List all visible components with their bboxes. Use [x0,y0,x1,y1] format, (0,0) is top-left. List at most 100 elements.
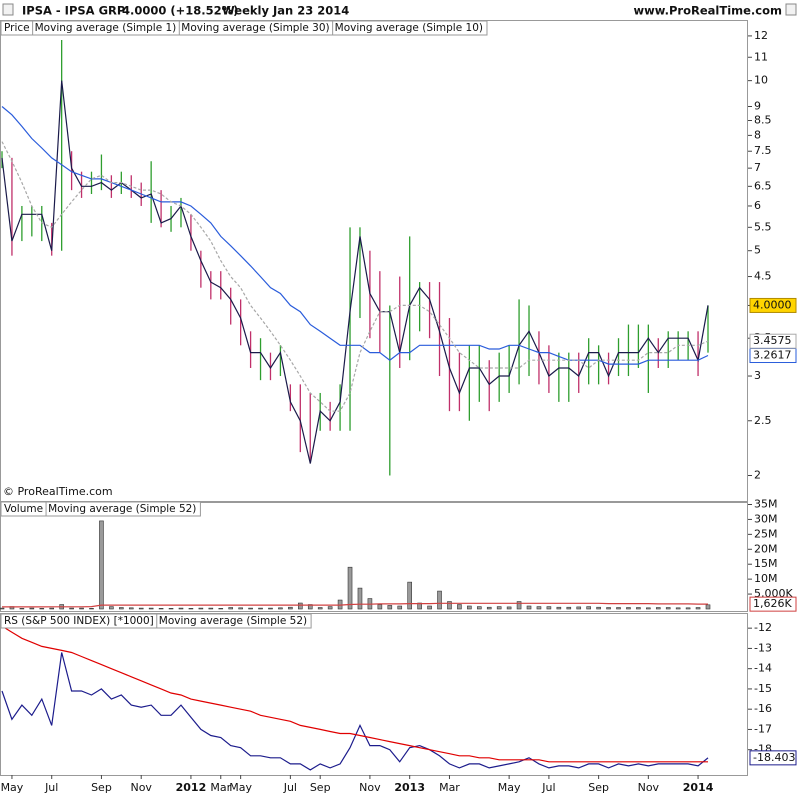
site: www.ProRealTime.com [633,4,782,18]
y-tick-label: 10 [754,74,768,87]
volume-bar [496,606,502,610]
quote: 4.0000 (+18.52%) [122,4,238,18]
volume-bar [377,604,383,610]
x-tick-label: May [229,781,252,794]
line [1,625,708,763]
x-tick-label: Sep [310,781,331,794]
volume-bar [79,607,84,610]
volume-bar [576,606,582,610]
volume-bar [317,607,323,610]
copyright: © ProRealTime.com [3,485,113,498]
y-tick-label: 3 [754,369,761,382]
volume-bar [695,607,701,610]
y-tick-label: 11 [754,50,768,63]
volume-bar [158,608,164,610]
legend-box [0,501,201,517]
legend-entry[interactable]: Volume [4,503,43,515]
volume-bar [616,607,621,610]
volume-bar [347,566,353,610]
y-tick-label: 35M [754,497,778,510]
y-tick-label: 7 [754,161,761,174]
x-tick-label: Mar [439,781,460,794]
value-badge [749,333,797,349]
y-tick-label: 5 [754,244,761,257]
volume-bar [506,606,512,610]
volume-bar [516,601,522,610]
y-tick-label: 12 [754,29,768,42]
x-tick-label: May [498,781,521,794]
volume-bar [486,606,492,610]
legend-entry[interactable]: Moving average (Simple 30) [181,22,329,34]
value-badge-label: -18.403 [753,751,795,764]
legend-box [0,20,488,36]
x-tick-label: May [1,781,24,794]
legend-entry[interactable]: RS (S&P 500 INDEX) [*1000] [4,615,154,627]
volume-bar [39,608,45,610]
legend-entry[interactable]: Moving average (Simple 52) [48,503,196,515]
y-tick-label: -17 [754,722,772,735]
volume-bar [546,606,552,610]
value-badge-label: 4.0000 [753,298,792,311]
volume-bar [119,607,124,610]
volume-bar [29,607,35,610]
legend-entry[interactable]: Moving average (Simple 52) [159,615,307,627]
volume-bar [457,604,462,610]
period: Weekly Jan 23 2014 [222,4,349,18]
volume-bar [476,606,482,610]
legend-entry[interactable]: Price [4,22,30,34]
value-badge [749,297,797,313]
volume-bar [327,606,333,610]
volume-bar [596,606,601,610]
menu-icon[interactable] [2,3,14,16]
volume-bar [526,605,532,610]
y-tick-label: -14 [754,662,772,675]
volume-bar [128,607,134,610]
y-tick-label: 2.5 [754,414,772,427]
volume-bar [268,607,273,610]
y-tick-label: 8.5 [754,114,772,127]
volume-bar [109,606,114,610]
volume-bar [665,607,671,610]
window-icon[interactable] [785,3,797,16]
volume-bar [387,605,393,610]
x-tick-label: Sep [91,781,112,794]
y-tick-label: 9 [754,99,761,112]
y-tick-label: 8 [754,128,761,141]
x-tick-label: Jul [44,781,58,794]
x-tick-label: Jul [541,781,555,794]
volume-bar [0,607,5,610]
volume-bar [298,602,303,610]
volume-bar [655,607,661,610]
y-tick-label: -13 [754,641,772,654]
legend-entry[interactable]: Moving average (Simple 1) [35,22,177,34]
volume-bar [357,587,363,610]
volume-bar [536,606,542,610]
y-tick-label: -16 [754,702,772,715]
value-badge-label: 1,626K [753,597,792,610]
value-badge [749,750,797,766]
volume-bar [89,608,94,610]
symbol: IPSA - IPSA GRP [22,4,125,18]
y-tick-label: 5.5 [754,220,772,233]
rs-panel [0,613,748,776]
y-tick-label: -15 [754,682,772,695]
volume-bar [168,608,174,610]
value-badge-label: 3.4575 [753,334,792,347]
x-tick-label: Nov [359,781,381,794]
y-tick-label: 20M [754,542,778,555]
volume-bar [69,607,74,610]
volume-bar [188,608,194,610]
legend-entry[interactable]: Moving average (Simple 10) [335,22,483,34]
line [1,652,709,771]
volume-bar [198,607,204,610]
volume-bar [248,607,253,610]
y-tick-label: -12 [754,621,772,634]
volume-bar [447,601,452,610]
x-tick-label: Mar [210,781,231,794]
y-tick-label: 6 [754,199,761,212]
x-tick-label: 2013 [394,781,425,794]
volume-bar [685,607,691,610]
legend-box [0,613,312,629]
